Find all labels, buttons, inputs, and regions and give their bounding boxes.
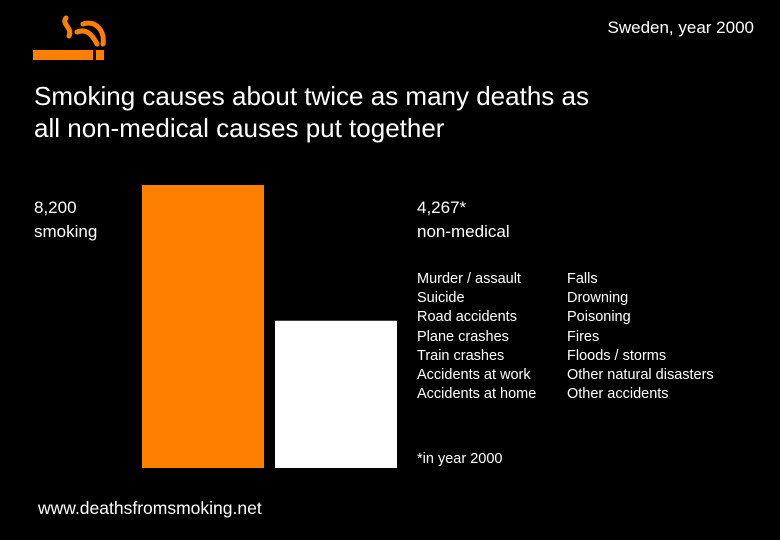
cause-item: Accidents at home (417, 386, 537, 403)
non-medical-category-label: non-medical (417, 222, 510, 241)
cause-item: Plane crashes (417, 328, 509, 345)
cause-item: Road accidents (417, 309, 517, 326)
smoking-category-label: smoking (34, 222, 98, 241)
non-medical-label: 4,267* non-medical (417, 196, 510, 244)
region-label: Sweden, year 2000 (607, 18, 755, 37)
cause-item: Drowning (567, 290, 629, 307)
cause-item: Poisoning (567, 309, 631, 326)
cause-item: Other natural disasters (567, 367, 714, 384)
cause-item: Floods / storms (567, 347, 667, 364)
bar-smoking (142, 185, 264, 468)
website-link[interactable]: www.deathsfromsmoking.net (38, 498, 262, 518)
cause-item: Other accidents (567, 386, 669, 403)
cigarette-icon (33, 15, 106, 60)
smoking-value-label: 8,200 (34, 198, 77, 217)
cause-item: Murder / assault (417, 271, 521, 287)
smoking-label: 8,200 smoking (34, 196, 97, 244)
cause-item: Accidents at work (417, 367, 531, 384)
title-line-1: Smoking causes about twice as many death… (34, 81, 589, 111)
title-line-2: all non-medical causes put together (34, 113, 445, 143)
bar-non-medical (275, 320, 397, 468)
page-title: Smoking causes about twice as many death… (34, 80, 754, 144)
non-medical-value-label: 4,267* (417, 198, 467, 217)
causes-list-right: Falls Drowning Poisoning Fires Floods / … (567, 270, 714, 404)
causes-list-left: Murder / assault Suicide Road accidents … (417, 270, 536, 404)
footnote: *in year 2000 (417, 451, 503, 467)
cause-item: Train crashes (417, 347, 505, 364)
cause-item: Fires (567, 328, 600, 345)
cause-item: Suicide (417, 290, 465, 307)
cause-item: Falls (567, 271, 598, 287)
